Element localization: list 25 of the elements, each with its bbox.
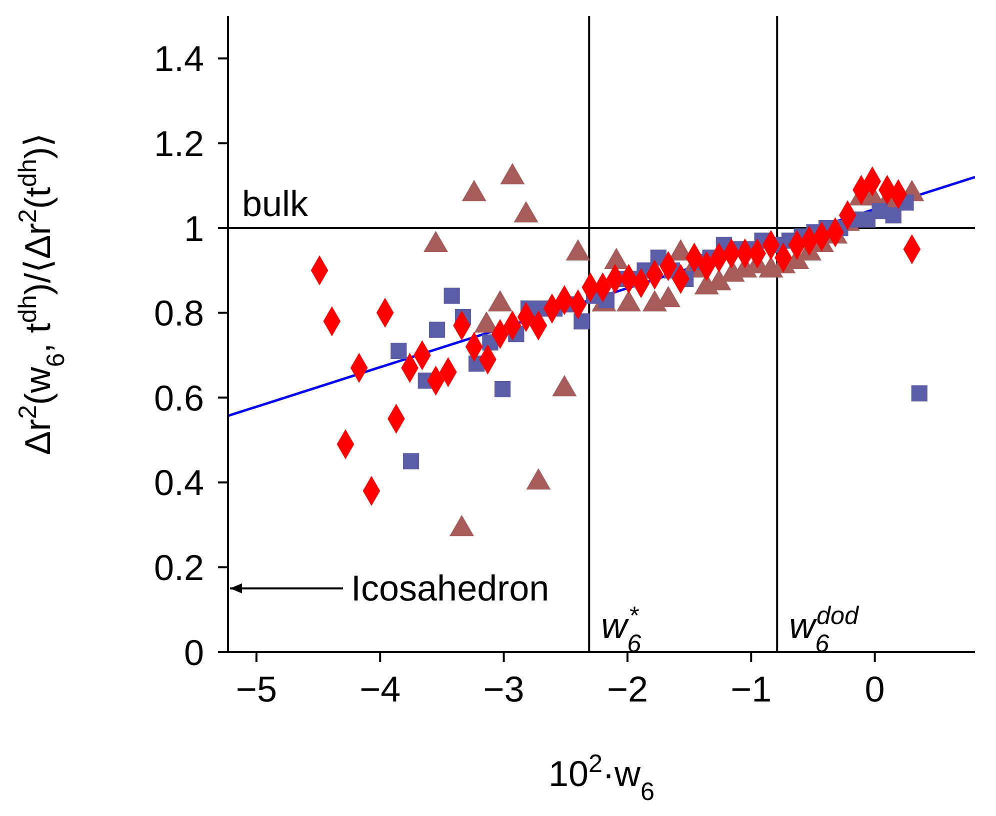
point	[428, 322, 446, 338]
point	[911, 385, 928, 402]
x-tick-label: −3	[483, 668, 524, 710]
y-tick-label: 1.4	[154, 38, 204, 80]
ref-line-label: bulk	[242, 183, 310, 224]
point	[574, 313, 590, 330]
y-tick-label: 0	[184, 632, 204, 673]
y-tick-label: 0.2	[154, 546, 204, 588]
point	[885, 207, 902, 224]
x-axis-title: 10$^{2}$·w$_{6}$	[548, 750, 655, 806]
point	[402, 453, 420, 470]
x-tick-label: 0	[864, 668, 885, 710]
y-tick-label: 0.4	[154, 462, 204, 504]
x-tick-label: −4	[360, 668, 401, 710]
point	[444, 288, 460, 304]
y-tick-label: 1	[184, 208, 204, 249]
point	[494, 381, 511, 398]
x-tick-label: −2	[606, 668, 648, 710]
x-tick-label: −1	[730, 668, 772, 710]
point	[390, 342, 407, 360]
y-tick-label: 0.6	[154, 377, 204, 418]
y-tick-label: 1.2	[154, 122, 204, 164]
x-tick-label: −5	[236, 668, 277, 710]
annotation: Icosahedron	[351, 567, 550, 608]
y-tick-label: 0.8	[154, 292, 204, 334]
